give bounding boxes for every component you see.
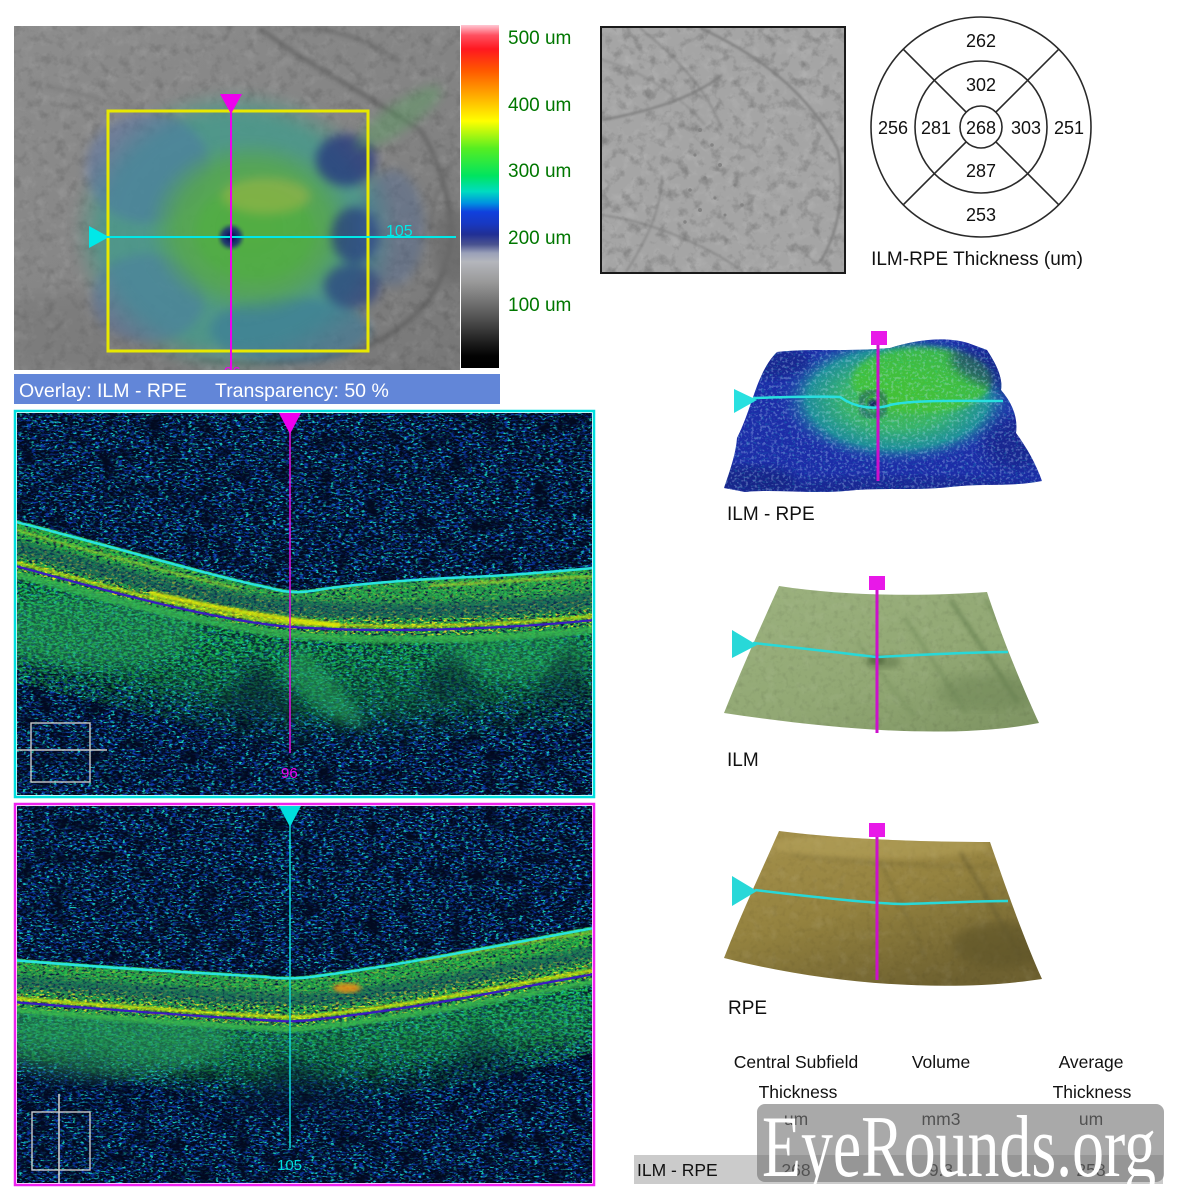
svg-text:253: 253 xyxy=(966,205,996,225)
svg-text:256: 256 xyxy=(878,118,908,138)
svg-text:Central Subfield: Central Subfield xyxy=(734,1052,859,1072)
svg-text:Thickness: Thickness xyxy=(1053,1082,1132,1102)
svg-text:303: 303 xyxy=(1011,118,1041,138)
svg-text:400 um: 400 um xyxy=(508,95,571,116)
svg-text:ILM - RPE: ILM - RPE xyxy=(637,1160,718,1180)
svg-text:200 um: 200 um xyxy=(508,228,571,249)
svg-text:Overlay: ILM - RPE: Overlay: ILM - RPE xyxy=(19,380,187,402)
svg-text:96: 96 xyxy=(224,364,241,381)
svg-text:302: 302 xyxy=(966,75,996,95)
svg-text:Transparency: 50 %: Transparency: 50 % xyxy=(215,380,389,402)
svg-text:100 um: 100 um xyxy=(508,295,571,316)
svg-text:ILM-RPE Thickness (um): ILM-RPE Thickness (um) xyxy=(871,249,1083,270)
svg-text:ILM - RPE: ILM - RPE xyxy=(727,504,815,525)
svg-text:Thickness: Thickness xyxy=(759,1082,838,1102)
svg-text:268: 268 xyxy=(966,118,996,138)
svg-text:251: 251 xyxy=(1054,118,1084,138)
svg-text:EyeRounds.org: EyeRounds.org xyxy=(762,1099,1156,1196)
svg-text:RPE: RPE xyxy=(728,998,767,1019)
svg-text:105: 105 xyxy=(386,223,413,240)
svg-text:96: 96 xyxy=(281,765,298,782)
svg-text:105: 105 xyxy=(277,1157,302,1174)
svg-text:262: 262 xyxy=(966,31,996,51)
svg-text:ILM: ILM xyxy=(727,750,759,771)
svg-text:Average: Average xyxy=(1059,1052,1124,1072)
svg-text:500 um: 500 um xyxy=(508,28,571,49)
svg-text:Volume: Volume xyxy=(912,1052,970,1072)
svg-text:287: 287 xyxy=(966,161,996,181)
svg-text:281: 281 xyxy=(921,118,951,138)
svg-text:300 um: 300 um xyxy=(508,161,571,182)
